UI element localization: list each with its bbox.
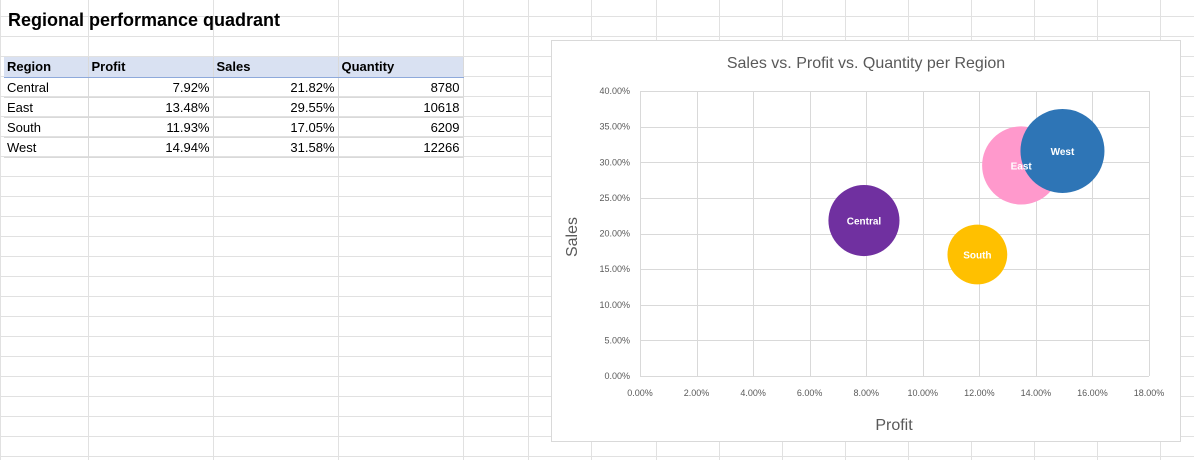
y-tick-label: 20.00%: [599, 229, 630, 239]
cell-profit[interactable]: 14.94%: [88, 137, 214, 158]
cell-sales[interactable]: 17.05%: [213, 117, 339, 138]
chart-tick-labels: 0.00% 2.00% 4.00% 6.00% 8.00% 10.00% 12.00% 14.…: [599, 86, 1164, 398]
bubble-chart[interactable]: Sales vs. Profit vs. Quantity per Region…: [551, 40, 1181, 442]
x-axis-title: Profit: [875, 417, 913, 434]
y-tick-label: 35.00%: [599, 122, 630, 132]
table-header-row: Region Profit Sales Quantity: [4, 57, 464, 78]
cell-profit[interactable]: 11.93%: [88, 117, 214, 138]
x-tick-label: 14.00%: [1021, 388, 1052, 398]
x-tick-label: 6.00%: [797, 388, 823, 398]
y-tick-label: 40.00%: [599, 86, 630, 96]
header-profit[interactable]: Profit: [88, 57, 214, 78]
cell-region[interactable]: South: [4, 117, 89, 138]
bubble-data-label: South: [963, 251, 991, 262]
data-table: Region Profit Sales Quantity Central 7.9…: [4, 57, 464, 158]
chart-title: Sales vs. Profit vs. Quantity per Region: [727, 55, 1005, 72]
cell-profit[interactable]: 7.92%: [88, 77, 214, 98]
x-tick-label: 8.00%: [853, 388, 879, 398]
table-row: Central 7.92% 21.82% 8780: [4, 77, 464, 98]
cell-sales[interactable]: 31.58%: [213, 137, 339, 158]
bubble-central[interactable]: [828, 184, 900, 257]
bubble-data-label: Central: [847, 217, 882, 228]
x-tick-label: 4.00%: [740, 388, 766, 398]
cell-sales[interactable]: 29.55%: [213, 97, 339, 118]
x-tick-label: 18.00%: [1134, 388, 1165, 398]
cell-quantity[interactable]: 12266: [338, 137, 464, 158]
x-tick-label: 12.00%: [964, 388, 995, 398]
sheet-title: Regional performance quadrant: [8, 10, 281, 30]
cell-sales[interactable]: 21.82%: [213, 77, 339, 98]
chart-canvas: Sales vs. Profit vs. Quantity per Region…: [564, 55, 1164, 434]
y-tick-label: 5.00%: [604, 335, 630, 345]
header-sales[interactable]: Sales: [213, 57, 339, 78]
y-tick-label: 25.00%: [599, 193, 630, 203]
y-axis-title: Sales: [564, 217, 581, 257]
bubble-west[interactable]: [1020, 108, 1105, 193]
y-tick-label: 0.00%: [604, 371, 630, 381]
cell-profit[interactable]: 13.48%: [88, 97, 214, 118]
x-tick-label: 16.00%: [1077, 388, 1108, 398]
table-row: South 11.93% 17.05% 6209: [4, 117, 464, 138]
y-tick-label: 30.00%: [599, 157, 630, 167]
cell-quantity[interactable]: 10618: [338, 97, 464, 118]
header-region[interactable]: Region: [4, 57, 89, 78]
chart-bubbles: Central East South West: [828, 108, 1105, 285]
cell-quantity[interactable]: 8780: [338, 77, 464, 98]
cell-region[interactable]: West: [4, 137, 89, 158]
bubble-data-label: West: [1051, 147, 1075, 158]
y-tick-label: 15.00%: [599, 264, 630, 274]
table-row: West 14.94% 31.58% 12266: [4, 137, 464, 158]
table-row: East 13.48% 29.55% 10618: [4, 97, 464, 118]
cell-quantity[interactable]: 6209: [338, 117, 464, 138]
bubble-south[interactable]: [947, 224, 1008, 285]
bubble-data-label: East: [1011, 161, 1033, 172]
cell-region[interactable]: Central: [4, 77, 89, 98]
x-tick-label: 0.00%: [627, 388, 653, 398]
x-tick-label: 2.00%: [684, 388, 710, 398]
cell-region[interactable]: East: [4, 97, 89, 118]
header-quantity[interactable]: Quantity: [338, 57, 464, 78]
chart-gridlines: [640, 91, 1150, 377]
y-tick-label: 10.00%: [599, 300, 630, 310]
x-tick-label: 10.00%: [908, 388, 939, 398]
